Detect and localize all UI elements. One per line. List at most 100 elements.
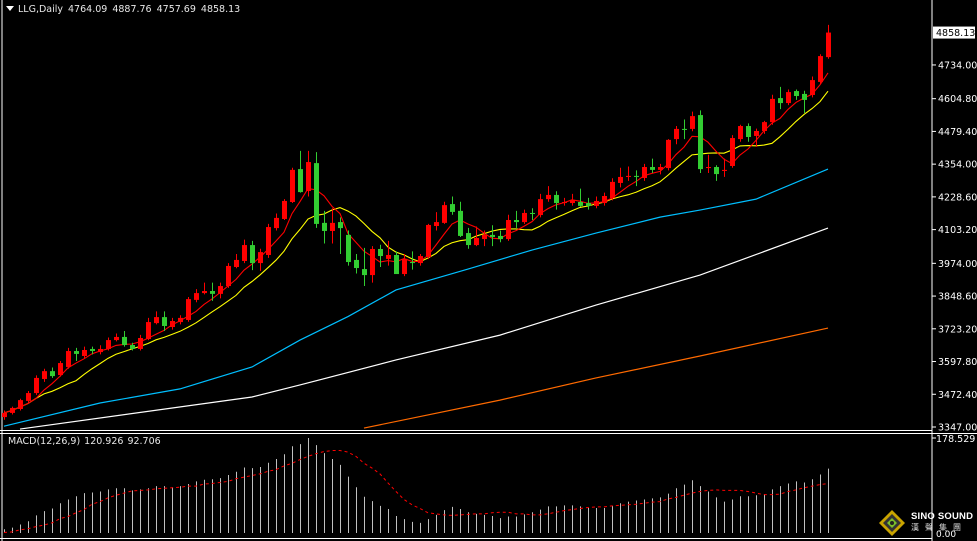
- candle: [186, 297, 191, 322]
- candle: [90, 346, 95, 355]
- candle: [602, 192, 607, 206]
- candle: [10, 406, 15, 415]
- price-axis: 4734.00 4604.80 4479.40 4354.00 4228.60 4103.…: [932, 26, 977, 540]
- candle: [826, 24, 831, 59]
- watermark-chinese: 漢聲集團: [911, 523, 967, 532]
- candle-body: [786, 92, 791, 104]
- candle: [2, 410, 7, 420]
- candle: [490, 225, 495, 247]
- candle-body: [658, 167, 663, 170]
- diamond-logo-icon: [879, 510, 905, 536]
- candle: [338, 217, 343, 254]
- candle-body: [522, 212, 527, 223]
- candle: [114, 333, 119, 342]
- macd-plot: [3, 438, 829, 533]
- dropdown-triangle-icon[interactable]: [6, 6, 14, 11]
- candle-body: [354, 259, 359, 269]
- candle-body: [194, 293, 199, 300]
- candle-body: [826, 32, 831, 58]
- candle: [386, 240, 391, 266]
- macd-signal-line: [3, 450, 829, 533]
- candle: [738, 124, 743, 142]
- candle-body: [810, 80, 815, 95]
- macd-axis-zero: 0.00: [936, 530, 956, 540]
- candle-body: [122, 336, 127, 346]
- macd-value: 120.926: [84, 436, 124, 447]
- candle-body: [722, 169, 727, 171]
- candle: [314, 152, 319, 228]
- axis-label: 3472.40: [938, 390, 977, 401]
- candle-body: [170, 321, 175, 328]
- candle: [218, 282, 223, 299]
- candle-body: [26, 393, 31, 401]
- candle: [170, 317, 175, 330]
- candle: [722, 158, 727, 177]
- candle: [178, 315, 183, 325]
- candle: [762, 120, 767, 134]
- candle: [162, 311, 167, 331]
- candle-body: [130, 345, 135, 349]
- candle-body: [378, 248, 383, 257]
- candle: [666, 139, 671, 171]
- candle-body: [362, 269, 367, 276]
- candle: [578, 188, 583, 207]
- candle: [74, 347, 79, 361]
- candle-body: [154, 317, 159, 324]
- candle-body: [642, 167, 647, 178]
- candle-body: [586, 203, 591, 206]
- high-price: 4887.76: [112, 4, 152, 15]
- candle-body: [474, 238, 479, 246]
- moving-averages: [3, 72, 829, 430]
- candle-body: [394, 254, 399, 275]
- candle: [690, 111, 695, 132]
- candle-body: [98, 348, 103, 353]
- candle-body: [58, 363, 63, 376]
- axis-label: 3848.60: [938, 292, 977, 303]
- candle-body: [410, 262, 415, 264]
- candle-body: [682, 128, 687, 130]
- candle-body: [466, 233, 471, 246]
- candle-body: [442, 205, 447, 223]
- candle-body: [90, 348, 95, 352]
- candle-body: [338, 222, 343, 229]
- candle: [426, 223, 431, 260]
- candle-body: [538, 199, 543, 216]
- candle: [810, 76, 815, 98]
- candle: [322, 210, 327, 244]
- candle: [434, 212, 439, 231]
- candle-body: [762, 122, 767, 131]
- candle: [298, 150, 303, 193]
- current-price-label: 4858.13: [936, 28, 975, 39]
- candle: [42, 368, 47, 382]
- candle-body: [306, 162, 311, 192]
- candle-body: [146, 322, 151, 340]
- candle-body: [730, 138, 735, 166]
- candle: [778, 86, 783, 110]
- candle-body: [226, 265, 231, 287]
- candle-body: [554, 194, 559, 204]
- candle-body: [738, 126, 743, 140]
- candle: [410, 251, 415, 270]
- candle-body: [530, 212, 535, 215]
- candle: [570, 193, 575, 206]
- candle-body: [770, 98, 775, 123]
- candle-body: [802, 93, 807, 100]
- candle-body: [162, 317, 167, 326]
- candle-body: [434, 222, 439, 227]
- candle: [818, 54, 823, 85]
- candle-body: [714, 167, 719, 175]
- candle-body: [74, 351, 79, 354]
- close-price: 4858.13: [200, 4, 241, 15]
- candle-body: [594, 200, 599, 206]
- candle-body: [650, 167, 655, 170]
- candle-body: [578, 201, 583, 206]
- candle: [594, 196, 599, 209]
- candle: [394, 251, 399, 275]
- axis-label: 3347.00: [938, 423, 977, 434]
- candle: [234, 253, 239, 269]
- candle: [682, 119, 687, 140]
- macd-signal-value: 92.706: [127, 436, 161, 447]
- candle-body: [2, 412, 7, 418]
- candle: [626, 166, 631, 181]
